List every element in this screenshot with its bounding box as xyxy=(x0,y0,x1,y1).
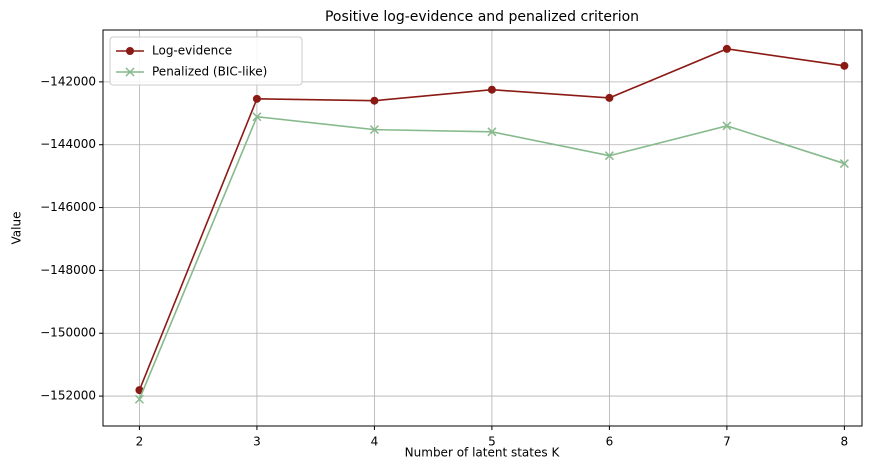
x-tick-label: 3 xyxy=(253,435,261,449)
x-tick-label: 7 xyxy=(723,435,731,449)
y-tick-label: −144000 xyxy=(40,137,96,151)
x-axis-label: Number of latent states K xyxy=(405,446,561,460)
y-tick-label: −146000 xyxy=(40,200,96,214)
x-tick-label: 4 xyxy=(371,435,379,449)
x-tick-label: 6 xyxy=(606,435,614,449)
marker xyxy=(604,151,614,161)
y-tick-label: −148000 xyxy=(40,263,96,277)
marker xyxy=(487,127,497,137)
x-tick-label: 5 xyxy=(488,435,496,449)
y-tick-label: −150000 xyxy=(40,326,96,340)
marker xyxy=(840,61,849,70)
marker xyxy=(252,94,261,103)
legend-box xyxy=(109,36,303,86)
legend-marker xyxy=(125,67,135,77)
marker xyxy=(252,112,262,122)
y-axis-label: Value xyxy=(10,212,24,245)
x-tick-label: 2 xyxy=(136,435,144,449)
chart-title: Positive log-evidence and penalized crit… xyxy=(325,9,639,25)
legend-marker xyxy=(126,47,134,55)
marker xyxy=(370,96,379,105)
x-tick-label: 8 xyxy=(841,435,849,449)
y-tick-label: −142000 xyxy=(40,74,96,88)
marker xyxy=(722,121,732,131)
legend-label: Penalized (BIC-like) xyxy=(152,65,267,79)
marker xyxy=(722,44,731,53)
marker xyxy=(369,125,379,135)
marker xyxy=(605,93,614,102)
marker xyxy=(487,85,496,94)
legend-label: Log-evidence xyxy=(152,44,232,58)
marker xyxy=(839,159,849,169)
marker xyxy=(134,394,144,404)
y-tick-label: −152000 xyxy=(40,389,96,403)
marker xyxy=(135,386,144,395)
plot-frame xyxy=(102,29,863,427)
